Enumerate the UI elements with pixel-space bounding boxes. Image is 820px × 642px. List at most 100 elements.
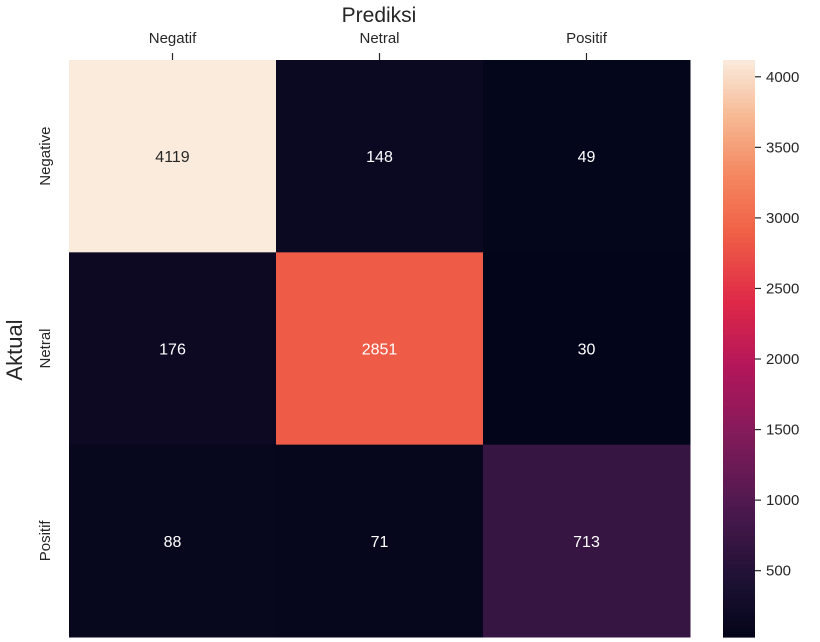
colorbar-segment	[723, 103, 755, 109]
colorbar-segment	[723, 502, 755, 508]
colorbar-segment	[723, 189, 755, 196]
colorbar-tick-label: 3500	[766, 139, 799, 156]
colorbar-segment	[723, 420, 755, 427]
x-tick-label: Netral	[359, 30, 399, 47]
colorbar-segment	[723, 487, 755, 494]
colorbar-segment	[723, 60, 755, 66]
colorbar-segment	[723, 160, 755, 167]
colorbar-segment	[723, 136, 755, 143]
colorbar-segment	[723, 132, 755, 138]
colorbar-segment	[723, 435, 755, 441]
colorbar-segment	[723, 281, 755, 287]
colorbar-segment	[723, 329, 755, 335]
y-tick-labels: Negative Netral Positif	[37, 127, 54, 562]
colorbar-segment	[723, 382, 755, 388]
colorbar-segment	[723, 536, 755, 542]
colorbar-segment	[723, 478, 755, 484]
colorbar-segment	[723, 367, 755, 374]
colorbar-segment	[723, 492, 755, 499]
colorbar-segment	[723, 175, 755, 181]
heatmap-cell	[276, 444, 484, 638]
colorbar-segment	[723, 574, 755, 580]
colorbar-segment	[723, 358, 755, 364]
colorbar-segment	[723, 425, 755, 431]
colorbar-segment	[723, 632, 755, 638]
cell-value-label: 71	[371, 534, 389, 551]
colorbar-segment	[723, 406, 755, 412]
colorbar-segment	[723, 319, 755, 326]
colorbar-segment	[723, 276, 755, 282]
colorbar-segment	[723, 444, 755, 451]
colorbar-segment	[723, 401, 755, 407]
heatmap-cell	[483, 444, 691, 638]
colorbar-segment	[723, 540, 755, 547]
colorbar-segment	[723, 569, 755, 576]
colorbar-segment	[723, 310, 755, 316]
colorbar-segment	[723, 233, 755, 239]
colorbar-tick-label: 2000	[766, 351, 799, 368]
colorbar-segment	[723, 252, 755, 258]
colorbar-segment	[723, 156, 755, 162]
colorbar-segment	[723, 430, 755, 436]
colorbar-segment	[723, 468, 755, 475]
colorbar-segment	[723, 194, 755, 201]
colorbar-segment	[723, 459, 755, 465]
y-axis-label: Aktual	[2, 319, 27, 380]
colorbar-segment	[723, 300, 755, 306]
y-tick-label: Positif	[37, 520, 54, 562]
colorbar-segment	[723, 237, 755, 244]
colorbar-segment	[723, 627, 755, 633]
heatmap-cell	[276, 60, 484, 253]
colorbar-segment	[723, 185, 755, 191]
colorbar-segment	[723, 290, 755, 297]
colorbar-segment	[723, 170, 755, 176]
colorbar-segment	[723, 209, 755, 215]
colorbar-segment	[723, 584, 755, 590]
colorbar: 500 1000 1500 2000 2500 3000 3500 4000	[723, 60, 799, 638]
colorbar-tick-label: 2500	[766, 280, 799, 297]
colorbar-segment	[723, 391, 755, 398]
colorbar-segment	[723, 271, 755, 277]
colorbar-segment	[723, 266, 755, 273]
y-tick-label: Netral	[37, 328, 54, 368]
colorbar-segment	[723, 603, 755, 609]
colorbar-segment	[723, 127, 755, 133]
cell-value-label: 148	[366, 149, 393, 166]
colorbar-segment	[723, 555, 755, 561]
colorbar-segment	[723, 454, 755, 460]
colorbar-segment	[723, 483, 755, 489]
colorbar-segment	[723, 295, 755, 302]
cell-value-label: 176	[159, 342, 186, 359]
x-tick-label: Negatif	[149, 30, 197, 47]
heatmap-cells: 4119 148 49 176 2851 30 88 71 713	[69, 60, 691, 638]
colorbar-segment	[723, 598, 755, 604]
colorbar-segment	[723, 463, 755, 470]
colorbar-segment	[723, 415, 755, 422]
colorbar-segment	[723, 362, 755, 369]
colorbar-segment	[723, 228, 755, 234]
heatmap-cell	[69, 252, 277, 446]
x-tick-labels: Negatif Netral Positif	[149, 30, 608, 60]
colorbar-segment	[723, 257, 755, 263]
colorbar-segment	[723, 117, 755, 124]
colorbar-segment	[723, 141, 755, 148]
colorbar-segment	[723, 64, 755, 71]
colorbar-segment	[723, 579, 755, 585]
colorbar-segment	[723, 560, 755, 566]
y-tick-label: Negative	[37, 127, 54, 186]
colorbar-segment	[723, 622, 755, 628]
heatmap-cell	[69, 444, 277, 638]
heatmap-cell	[276, 252, 484, 446]
colorbar-segment	[723, 285, 755, 292]
heatmap-cell	[483, 60, 691, 253]
colorbar-segment	[723, 122, 755, 128]
colorbar-tick-label: 3000	[766, 210, 799, 227]
colorbar-segment	[723, 88, 755, 95]
colorbar-segment	[723, 338, 755, 345]
colorbar-segment	[723, 564, 755, 571]
colorbar-segment	[723, 348, 755, 354]
colorbar-segment	[723, 218, 755, 225]
colorbar-segment	[723, 242, 755, 249]
colorbar-segment	[723, 353, 755, 359]
